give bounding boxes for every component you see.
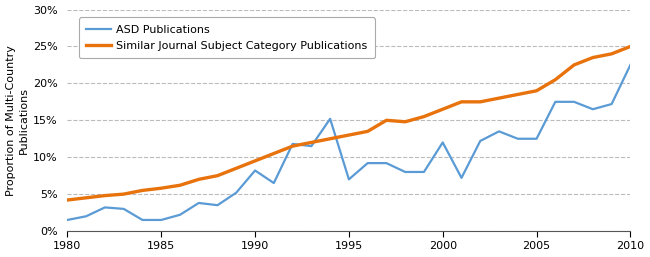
ASD Publications: [326, 117, 334, 120]
Line: Similar Journal Subject Category Publications: Similar Journal Subject Category Publica…: [68, 47, 630, 200]
ASD Publications: [364, 162, 372, 165]
ASD Publications: [307, 145, 315, 148]
ASD Publications: [476, 139, 484, 142]
Similar Journal Subject Category Publications: [289, 145, 296, 148]
Similar Journal Subject Category Publications: [627, 45, 634, 48]
Legend: ASD Publications, Similar Journal Subject Category Publications: ASD Publications, Similar Journal Subjec…: [79, 17, 376, 58]
Similar Journal Subject Category Publications: [458, 100, 465, 103]
ASD Publications: [514, 137, 522, 140]
Similar Journal Subject Category Publications: [307, 141, 315, 144]
ASD Publications: [251, 169, 259, 172]
ASD Publications: [64, 218, 72, 222]
Similar Journal Subject Category Publications: [83, 196, 90, 199]
Similar Journal Subject Category Publications: [64, 198, 72, 201]
ASD Publications: [214, 204, 222, 207]
Similar Journal Subject Category Publications: [120, 192, 127, 196]
Similar Journal Subject Category Publications: [364, 130, 372, 133]
Similar Journal Subject Category Publications: [251, 159, 259, 162]
Similar Journal Subject Category Publications: [514, 93, 522, 96]
Similar Journal Subject Category Publications: [382, 119, 390, 122]
Similar Journal Subject Category Publications: [420, 115, 428, 118]
Similar Journal Subject Category Publications: [326, 137, 334, 140]
ASD Publications: [420, 170, 428, 173]
ASD Publications: [101, 206, 109, 209]
Similar Journal Subject Category Publications: [589, 56, 597, 59]
ASD Publications: [608, 103, 616, 106]
ASD Publications: [532, 137, 540, 140]
Similar Journal Subject Category Publications: [270, 152, 278, 155]
ASD Publications: [401, 170, 409, 173]
ASD Publications: [570, 100, 578, 103]
Similar Journal Subject Category Publications: [195, 178, 203, 181]
Similar Journal Subject Category Publications: [138, 189, 146, 192]
ASD Publications: [157, 218, 165, 222]
Similar Journal Subject Category Publications: [608, 52, 616, 56]
Similar Journal Subject Category Publications: [233, 167, 240, 170]
Similar Journal Subject Category Publications: [476, 100, 484, 103]
ASD Publications: [589, 108, 597, 111]
ASD Publications: [138, 218, 146, 222]
ASD Publications: [233, 191, 240, 194]
ASD Publications: [495, 130, 503, 133]
Similar Journal Subject Category Publications: [176, 184, 184, 187]
ASD Publications: [289, 142, 296, 145]
Similar Journal Subject Category Publications: [570, 63, 578, 67]
ASD Publications: [120, 207, 127, 210]
ASD Publications: [270, 181, 278, 185]
Similar Journal Subject Category Publications: [551, 78, 559, 81]
ASD Publications: [458, 176, 465, 179]
ASD Publications: [382, 162, 390, 165]
Similar Journal Subject Category Publications: [495, 97, 503, 100]
Similar Journal Subject Category Publications: [401, 120, 409, 123]
Similar Journal Subject Category Publications: [214, 174, 222, 177]
ASD Publications: [551, 100, 559, 103]
Similar Journal Subject Category Publications: [157, 187, 165, 190]
ASD Publications: [439, 141, 447, 144]
ASD Publications: [345, 178, 353, 181]
Similar Journal Subject Category Publications: [345, 134, 353, 137]
Similar Journal Subject Category Publications: [101, 194, 109, 197]
Line: ASD Publications: ASD Publications: [68, 65, 630, 220]
ASD Publications: [627, 63, 634, 67]
Similar Journal Subject Category Publications: [532, 89, 540, 92]
ASD Publications: [195, 201, 203, 205]
Similar Journal Subject Category Publications: [439, 108, 447, 111]
ASD Publications: [83, 215, 90, 218]
ASD Publications: [176, 213, 184, 216]
Y-axis label: Proportion of Multi-Country
Publications: Proportion of Multi-Country Publications: [6, 45, 29, 196]
